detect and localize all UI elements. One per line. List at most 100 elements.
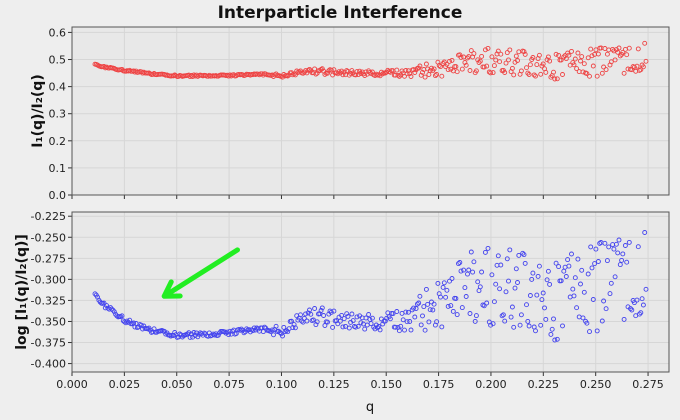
y-tick-label: -0.350 [31, 315, 66, 328]
data-point [366, 312, 372, 317]
data-point [350, 318, 356, 324]
data-point [319, 66, 325, 72]
data-point [325, 70, 330, 76]
data-point [522, 260, 528, 266]
data-point [429, 65, 434, 71]
data-point [369, 69, 375, 75]
x-tick-label: 0.100 [266, 378, 298, 391]
data-point [584, 320, 590, 326]
data-point [420, 313, 425, 319]
data-point [566, 263, 572, 269]
data-point [339, 312, 345, 318]
data-point [423, 61, 429, 67]
data-point [620, 49, 626, 55]
data-point [101, 300, 107, 306]
data-point [502, 318, 508, 324]
data-point [420, 69, 425, 75]
data-point [396, 73, 402, 79]
data-point [518, 312, 524, 318]
data-point [473, 313, 479, 319]
data-point [237, 327, 243, 333]
data-point [314, 319, 320, 325]
data-point [423, 286, 429, 292]
data-point [475, 279, 481, 285]
data-point [280, 74, 285, 80]
y-tick-label: 0.3 [49, 108, 67, 121]
data-point [601, 64, 607, 70]
data-point [465, 55, 470, 61]
data-point [593, 246, 599, 252]
data-point [422, 74, 428, 80]
data-point [626, 239, 632, 245]
data-point [405, 309, 411, 315]
data-point [418, 72, 424, 78]
data-point [310, 317, 316, 323]
data-point [453, 296, 459, 301]
data-point [141, 323, 147, 329]
data-point [539, 297, 545, 303]
data-point [408, 327, 414, 333]
data-point [642, 40, 648, 46]
data-point [458, 54, 464, 60]
data-point [321, 313, 327, 318]
data-point [603, 306, 609, 312]
data-point [491, 299, 497, 305]
data-point [439, 73, 445, 79]
data-point [481, 303, 487, 309]
data-point [520, 250, 526, 256]
data-point [580, 315, 586, 321]
data-point [473, 68, 479, 74]
data-point [430, 307, 436, 313]
data-point [634, 63, 640, 69]
y-tick-label: -0.275 [31, 252, 66, 265]
data-point [589, 265, 595, 271]
data-point [544, 57, 550, 63]
data-point [380, 321, 386, 327]
data-point [512, 285, 518, 291]
data-point [490, 70, 496, 76]
data-point [548, 331, 554, 337]
data-point [307, 66, 312, 72]
data-point [556, 52, 562, 58]
data-point [367, 316, 373, 322]
data-point [529, 276, 535, 282]
data-point [467, 311, 473, 316]
data-point [640, 302, 646, 308]
data-point [289, 318, 294, 324]
data-point [438, 294, 443, 300]
data-point [635, 244, 641, 250]
data-point [431, 301, 437, 307]
data-point [511, 72, 517, 78]
data-point [575, 50, 581, 56]
data-point [530, 270, 536, 276]
bottom-panel: -0.225 -0.250 -0.275 -0.300 -0.325 -0.350 -0.3… [14, 210, 670, 391]
data-point [426, 319, 432, 325]
data-point [337, 318, 343, 324]
data-point [408, 74, 414, 79]
data-point [109, 306, 115, 312]
data-point [413, 306, 419, 311]
data-point [588, 46, 594, 52]
data-point [330, 324, 336, 330]
data-point [547, 281, 553, 287]
data-point [432, 73, 438, 79]
data-point [224, 329, 230, 335]
data-point [522, 51, 528, 57]
data-point [566, 52, 572, 58]
data-point [642, 230, 648, 235]
data-point [395, 72, 401, 78]
data-point [536, 52, 542, 58]
data-point [292, 325, 298, 331]
data-point [603, 67, 609, 73]
data-point [368, 321, 374, 327]
data-point [435, 280, 441, 286]
data-point [637, 311, 642, 317]
data-point [581, 61, 587, 67]
data-point [328, 309, 334, 315]
data-point [504, 256, 510, 262]
data-point [506, 278, 511, 284]
data-point [588, 244, 594, 250]
data-point [534, 292, 540, 298]
data-point [508, 314, 514, 320]
data-point [377, 327, 383, 333]
